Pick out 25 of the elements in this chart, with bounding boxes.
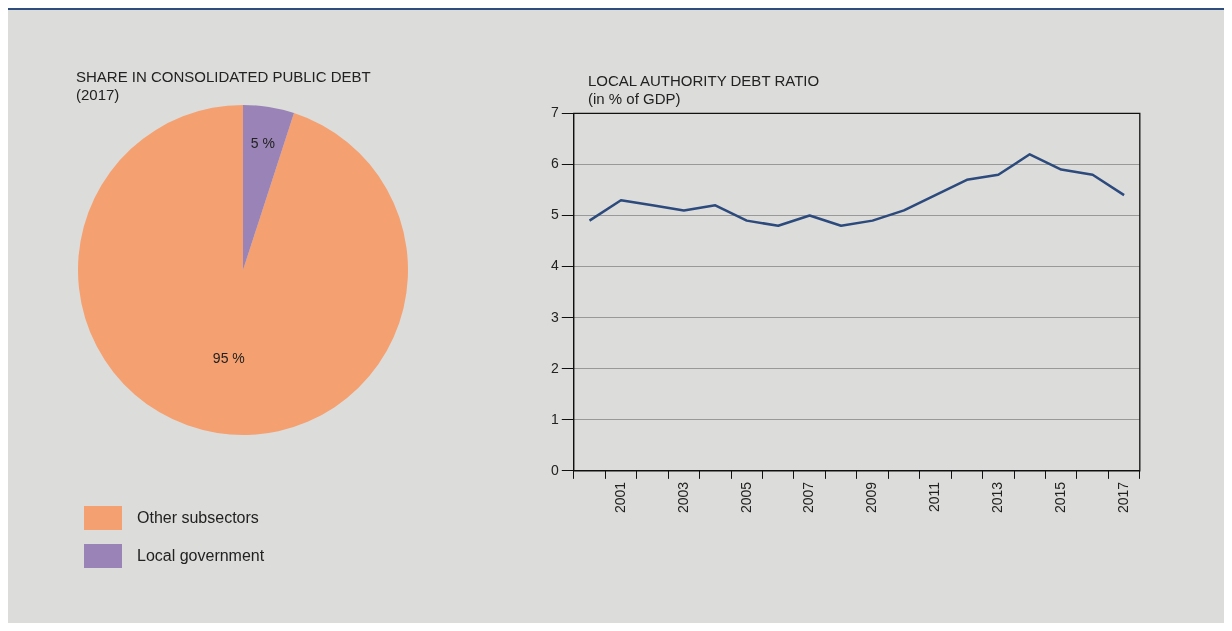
y-tick-label: 3: [550, 308, 559, 325]
x-tick-label: 2009: [863, 481, 880, 514]
y-tick-label: 0: [550, 461, 559, 478]
x-tick-label: 2003: [674, 481, 691, 514]
data-label: 95 %: [212, 350, 245, 367]
x-tick-label: 2005: [737, 481, 754, 514]
legend-label: Local government: [137, 547, 265, 565]
y-tick-label: 4: [550, 257, 559, 274]
x-tick-label: 2011: [926, 481, 943, 512]
x-tick-label: 2017: [1114, 481, 1131, 514]
y-tick-label: 2: [550, 359, 559, 376]
data-label: 5 %: [250, 135, 275, 152]
chart-subtitle: (2017): [76, 86, 121, 104]
chart-title: SHARE IN CONSOLIDATED PUBLIC DEBT: [76, 68, 372, 86]
legend-label: Other subsectors: [137, 509, 259, 527]
x-tick-label: 2007: [800, 481, 817, 514]
x-tick-label: 2013: [989, 481, 1006, 514]
y-tick-label: 7: [550, 104, 559, 121]
chart-title: LOCAL AUTHORITY DEBT RATIO: [588, 72, 821, 90]
y-tick-label: 1: [550, 410, 559, 427]
x-tick-label: 2015: [1052, 481, 1069, 514]
chart-subtitle: (in % of GDP): [588, 90, 682, 108]
x-tick-label: 2001: [611, 481, 628, 514]
y-tick-label: 6: [550, 155, 559, 172]
y-tick-label: 5: [550, 206, 559, 223]
